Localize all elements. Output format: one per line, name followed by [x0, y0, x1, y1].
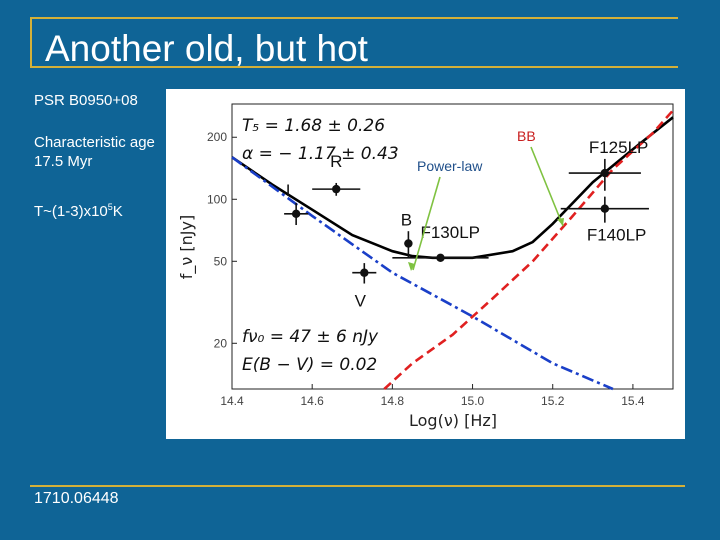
point-v-label: V: [355, 292, 367, 311]
x-tick-label: 15.2: [541, 394, 565, 408]
point-f125lp-label: F125LP: [589, 138, 649, 157]
x-tick-label: 15.4: [621, 394, 645, 408]
point-f125lp: [600, 168, 610, 178]
slide-title: Another old, but hot: [45, 28, 368, 69]
top-accent-line: [30, 17, 678, 19]
temperature-prefix: T~(1-3)x10: [34, 203, 108, 220]
point-r: [332, 184, 341, 194]
sed-plot: 14.4 14.6 14.8 15.0 15.2 15.4 20 50 100 200 I R B V F…: [166, 89, 685, 439]
point-i-label: I: [286, 181, 291, 200]
x-tick-label: 15.0: [461, 394, 485, 408]
annotation-fnu0: fν₀ = 47 ± 6 nJy: [242, 327, 379, 347]
annotation-t5: T₅ = 1.68 ± 0.26: [242, 116, 385, 136]
characteristic-age-text: Characteristic age 17.5 Myr: [34, 134, 155, 170]
bb-callout: BB: [517, 128, 536, 144]
x-axis-label: Log(ν) [Hz]: [409, 411, 497, 430]
temperature-text: T~(1-3)x105K: [34, 198, 123, 221]
y-tick-label: 100: [207, 192, 227, 206]
point-i: [291, 209, 301, 219]
series-power-law: [231, 156, 614, 391]
point-v: [360, 268, 369, 277]
left-accent-line: [30, 17, 32, 67]
point-f140lp-label: F140LP: [587, 226, 647, 245]
y-axis-label: f_ν [nJy]: [177, 215, 197, 279]
y-tick-label: 20: [214, 336, 228, 350]
annotation-alpha: α = − 1.17 ± 0.43: [242, 144, 399, 164]
powerlaw-arrowhead: [408, 262, 415, 271]
title-underline: [30, 66, 678, 68]
bb-arrowhead: [557, 218, 564, 226]
x-tick-label: 14.8: [381, 394, 405, 408]
x-tick-label: 14.4: [220, 394, 244, 408]
powerlaw-callout: Power-law: [417, 158, 483, 174]
pulsar-name: PSR B0950+08: [34, 92, 138, 109]
point-f130lp: [436, 253, 445, 262]
powerlaw-arrow: [412, 176, 441, 271]
sed-chart: 14.4 14.6 14.8 15.0 15.2 15.4 20 50 100 200 I R B V F…: [177, 103, 674, 430]
arxiv-id: 1710.06448: [34, 490, 119, 507]
point-f130lp-label: F130LP: [420, 223, 480, 242]
point-r-label: R: [330, 152, 342, 171]
temperature-exponent: 5: [107, 202, 113, 212]
point-f140lp: [600, 204, 610, 213]
point-b: [404, 239, 413, 248]
bb-arrow: [530, 146, 564, 227]
y-tick-label: 50: [214, 254, 228, 268]
point-b-label: B: [401, 211, 412, 230]
x-tick-label: 14.6: [301, 394, 325, 408]
y-tick-label: 200: [207, 130, 227, 144]
temperature-suffix: K: [112, 203, 123, 220]
plot-frame: [231, 103, 674, 390]
bottom-accent-line: [30, 485, 685, 487]
annotation-ebv: E(B − V) = 0.02: [242, 355, 377, 375]
series-bb: [383, 109, 674, 390]
